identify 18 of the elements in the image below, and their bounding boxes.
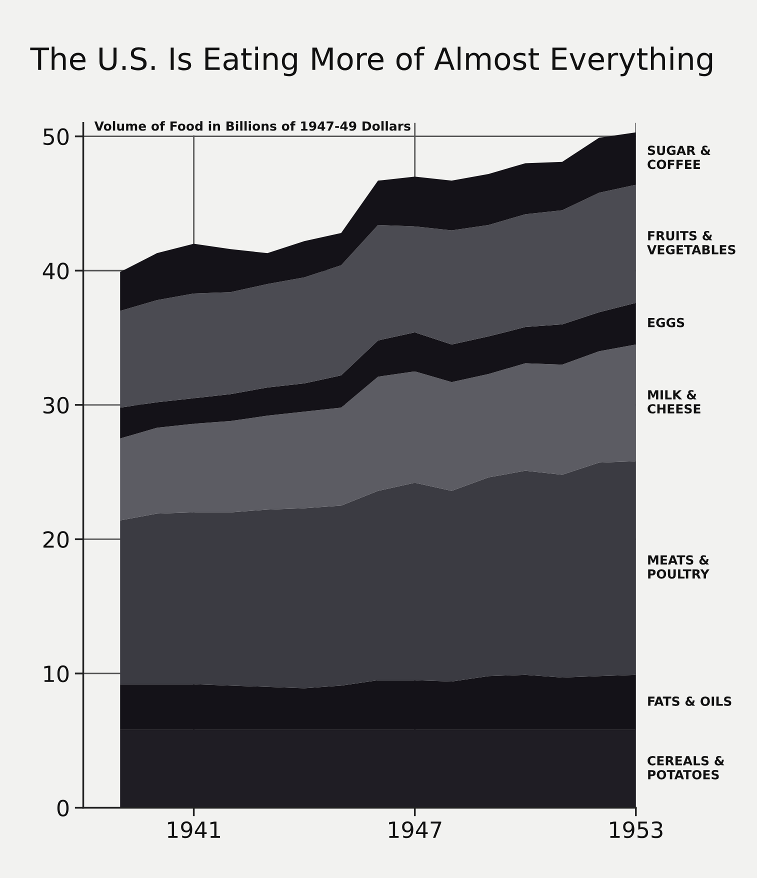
series-label: MILK & CHEESE (648, 390, 700, 414)
series-label: EGGS (648, 318, 684, 328)
chart-title: The U.S. Is Eating More of Almost Everything (30, 46, 712, 76)
series-label: FRUITS & VEGETABLES (647, 230, 736, 254)
y-tick-label: 50 (44, 128, 69, 146)
x-tick-label: 1941 (168, 821, 220, 838)
y-tick-label: 0 (57, 800, 69, 817)
annotation: Volume of Food in Billions of 1947-49 Dollars (94, 121, 410, 131)
series-label: SUGAR & COFFEE (648, 146, 710, 170)
y-tick-label: 10 (44, 665, 69, 682)
y-tick-label: 30 (43, 396, 69, 414)
series-label: MEATS & POULTRY (648, 555, 710, 579)
y-tick-label: 40 (42, 262, 69, 280)
series-label: CEREALS & POTATOES (648, 756, 724, 780)
x-tick-label: 1953 (610, 821, 662, 838)
x-tick-label: 1947 (389, 821, 442, 838)
y-tick-label: 20 (43, 531, 69, 548)
series-label: FATS & OILS (648, 696, 732, 706)
